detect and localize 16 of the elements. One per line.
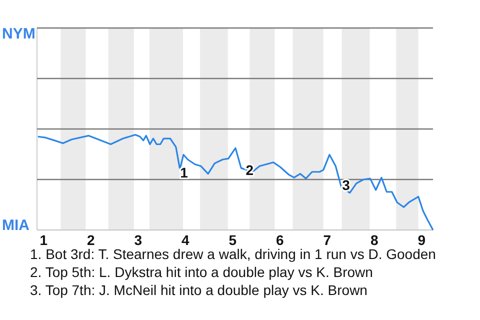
ref-line-label: NYM (2, 26, 36, 42)
x-tick-label: 3 (134, 232, 142, 248)
x-tick-label: 8 (370, 232, 379, 248)
x-tick-label: 1 (40, 232, 48, 248)
annotation: 3 (342, 177, 350, 194)
x-tick-label: 6 (276, 232, 284, 248)
text: 1. Bot 3rd: T. Stearnes drew a walk, driving in 1 run vs D. Gooden (30, 246, 436, 262)
text: 3. Top 7th: J. McNeil hit into a double play vs K. Brown (30, 282, 368, 298)
x-tick-label: 4 (181, 232, 190, 248)
x-tick-label: 5 (228, 232, 237, 248)
text: MIA (2, 217, 30, 234)
annotation: 1 (180, 164, 188, 181)
x-tick-label: 2 (86, 232, 95, 248)
x-tick-label: 7 (323, 232, 332, 248)
text: 2. Top 5th: L. Dykstra hit into a double play vs K. Brown (30, 264, 373, 280)
x-tick-label: 9 (418, 232, 426, 248)
